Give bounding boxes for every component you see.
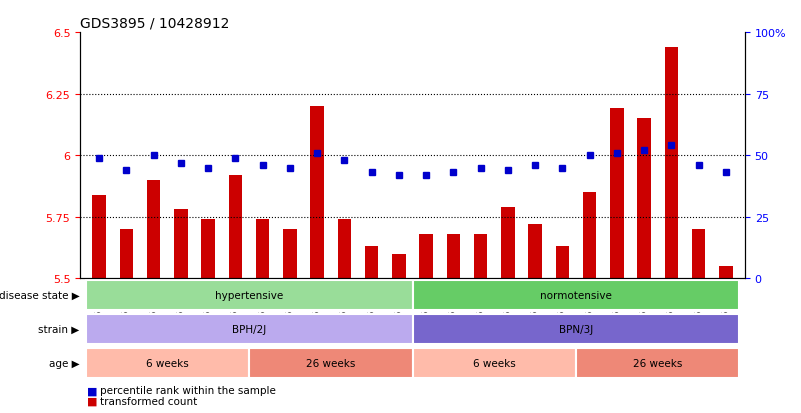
Bar — [529, 225, 542, 279]
Bar — [256, 220, 269, 279]
Text: disease state ▶: disease state ▶ — [0, 290, 79, 301]
Bar — [364, 247, 378, 279]
Bar — [92, 195, 106, 279]
Bar — [447, 235, 461, 279]
Text: strain ▶: strain ▶ — [38, 324, 79, 334]
Bar — [665, 48, 678, 279]
Text: ■: ■ — [87, 385, 98, 395]
Bar — [201, 220, 215, 279]
Bar — [119, 230, 133, 279]
Text: hypertensive: hypertensive — [215, 290, 284, 301]
FancyBboxPatch shape — [86, 348, 249, 378]
Bar — [719, 266, 733, 279]
Bar — [228, 176, 242, 279]
Bar — [610, 109, 624, 279]
Bar — [283, 230, 296, 279]
Bar — [692, 230, 706, 279]
Bar — [638, 119, 651, 279]
Text: 26 weeks: 26 weeks — [633, 358, 682, 368]
FancyBboxPatch shape — [413, 314, 739, 344]
Text: GDS3895 / 10428912: GDS3895 / 10428912 — [80, 17, 229, 31]
Bar — [474, 235, 488, 279]
Bar — [310, 107, 324, 279]
Bar — [337, 220, 351, 279]
Text: BPN/3J: BPN/3J — [559, 324, 593, 334]
Text: ■: ■ — [87, 396, 98, 406]
FancyBboxPatch shape — [576, 348, 739, 378]
FancyBboxPatch shape — [249, 348, 413, 378]
Bar — [392, 254, 405, 279]
Bar — [501, 207, 515, 279]
FancyBboxPatch shape — [86, 314, 413, 344]
Text: 6 weeks: 6 weeks — [146, 358, 189, 368]
Bar — [583, 193, 597, 279]
Text: 26 weeks: 26 weeks — [306, 358, 356, 368]
Bar — [174, 210, 187, 279]
FancyBboxPatch shape — [86, 280, 413, 311]
Bar — [556, 247, 570, 279]
Text: transformed count: transformed count — [100, 396, 197, 406]
Text: percentile rank within the sample: percentile rank within the sample — [100, 385, 276, 395]
Text: BPH/2J: BPH/2J — [232, 324, 266, 334]
Text: age ▶: age ▶ — [49, 358, 79, 368]
Bar — [147, 180, 160, 279]
Text: 6 weeks: 6 weeks — [473, 358, 516, 368]
FancyBboxPatch shape — [413, 280, 739, 311]
Bar — [420, 235, 433, 279]
Text: normotensive: normotensive — [540, 290, 612, 301]
FancyBboxPatch shape — [413, 348, 576, 378]
